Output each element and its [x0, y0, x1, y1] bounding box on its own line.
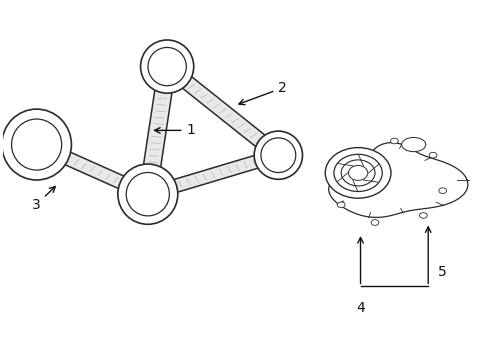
Ellipse shape	[401, 138, 425, 152]
Ellipse shape	[126, 172, 169, 216]
Polygon shape	[161, 62, 284, 159]
Polygon shape	[328, 143, 467, 217]
Polygon shape	[139, 66, 176, 195]
Text: 2: 2	[239, 81, 286, 105]
Ellipse shape	[348, 166, 367, 180]
Ellipse shape	[438, 188, 446, 193]
Ellipse shape	[428, 152, 436, 158]
Ellipse shape	[254, 131, 302, 179]
Text: 4: 4	[355, 301, 364, 315]
Ellipse shape	[341, 160, 374, 186]
Ellipse shape	[148, 48, 186, 86]
Polygon shape	[32, 139, 152, 200]
Polygon shape	[144, 149, 281, 200]
Ellipse shape	[390, 138, 397, 144]
Ellipse shape	[419, 213, 427, 218]
Ellipse shape	[370, 220, 378, 225]
Text: 5: 5	[437, 265, 446, 279]
Text: 3: 3	[32, 186, 55, 212]
Ellipse shape	[12, 119, 61, 170]
Ellipse shape	[140, 40, 193, 93]
Ellipse shape	[2, 109, 71, 180]
Text: 1: 1	[154, 123, 195, 138]
Ellipse shape	[333, 154, 382, 192]
Ellipse shape	[325, 148, 390, 198]
Ellipse shape	[261, 138, 295, 172]
Ellipse shape	[118, 164, 178, 224]
Ellipse shape	[337, 202, 345, 208]
